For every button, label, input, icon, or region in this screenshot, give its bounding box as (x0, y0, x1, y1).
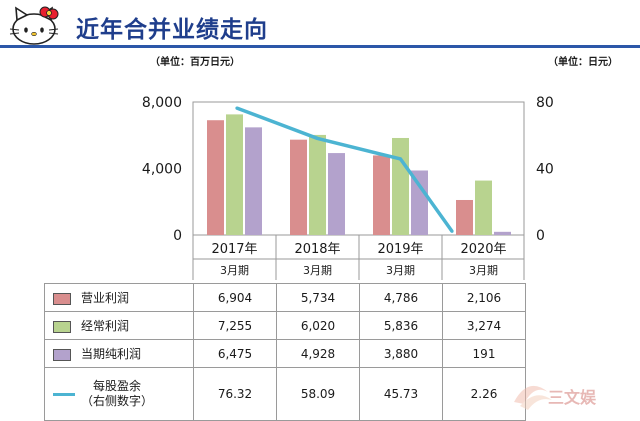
x-tick-sublabel: 3月期 (220, 264, 249, 277)
bar (373, 155, 390, 235)
eps-point (398, 157, 403, 161)
bar (411, 170, 428, 235)
header: 近年合并业绩走向 (0, 0, 640, 46)
legend-swatch (53, 348, 71, 361)
header-divider (0, 45, 640, 48)
x-tick-sublabel: 3月期 (469, 264, 498, 277)
bar (309, 134, 326, 235)
legend-swatch (53, 320, 71, 333)
data-label: 2.26 (442, 367, 526, 421)
x-tick-label: 2019年 (377, 242, 423, 257)
data-label: 6,020 (276, 311, 360, 340)
watermark-text: 三文娱 (548, 388, 597, 407)
series-name-line1: 每股盈余 (93, 379, 142, 393)
table-row: 经常利润 7,255 6,020 5,836 3,274 (44, 311, 526, 340)
left-axis-tick-label: 4,000 (142, 162, 182, 178)
bar (290, 139, 307, 235)
left-axis-tick-label: 8,000 (142, 95, 182, 111)
data-label: 5,836 (359, 311, 443, 340)
data-label: 5,734 (276, 283, 360, 312)
x-tick-sublabel: 3月期 (303, 264, 332, 277)
x-tick-sublabel: 3月期 (386, 264, 415, 277)
data-label: 191 (442, 339, 526, 368)
eps-point (315, 136, 320, 141)
data-label: 3,880 (359, 339, 443, 368)
table-row: 营业利润 6,904 5,734 4,786 2,106 (44, 283, 526, 312)
data-label: 3,274 (442, 311, 526, 340)
eps-line (236, 106, 454, 233)
data-label: 76.32 (193, 367, 277, 421)
bar (207, 120, 224, 235)
left-axis-tick-label: 0 (173, 228, 182, 244)
data-label: 7,255 (193, 311, 277, 340)
bar (245, 127, 262, 235)
data-label: 6,904 (193, 283, 277, 312)
data-label: 6,475 (193, 339, 277, 368)
data-label: 4,928 (276, 339, 360, 368)
right-unit-label: （单位：日元） (548, 57, 618, 68)
x-tick-label: 2017年 (211, 242, 257, 257)
series-name: 当期纯利润 (81, 347, 142, 361)
series-name: 营业利润 (81, 291, 130, 305)
eps-point (450, 229, 454, 233)
table-row: 每股盈余 （右侧数字） 76.32 58.09 45.73 2.26 (44, 367, 526, 421)
bar (475, 180, 492, 235)
bar (328, 153, 345, 235)
right-axis-tick-label: 80 (536, 95, 554, 111)
hello-kitty-logo (8, 2, 60, 46)
legend-line-swatch (53, 392, 75, 396)
series-name-line2: （右侧数字） (81, 394, 154, 408)
series-name: 经常利润 (81, 319, 130, 333)
watermark-logo (508, 374, 634, 414)
series-label-cell: 当期纯利润 (44, 339, 194, 368)
right-axis-tick-label: 0 (536, 228, 545, 244)
data-label: 4,786 (359, 283, 443, 312)
data-label: 58.09 (276, 367, 360, 421)
legend-swatch (53, 292, 71, 305)
bar (226, 114, 243, 235)
bar (494, 231, 511, 235)
data-label: 2,106 (442, 283, 526, 312)
data-table: 营业利润 6,904 5,734 4,786 2,106 经常利润 7,255 6,020 5,… (44, 283, 526, 421)
bar (456, 199, 473, 235)
series-label-cell: 营业利润 (44, 283, 194, 312)
left-unit-label: （单位：百万日元） (150, 57, 240, 68)
x-tick-label: 2018年 (294, 242, 340, 257)
page-title: 近年合并业绩走向 (76, 17, 268, 43)
data-label: 45.73 (359, 367, 443, 421)
table-row: 当期纯利润 6,475 4,928 3,880 191 (44, 339, 526, 368)
eps-point (235, 106, 239, 110)
x-tick-label: 2020年 (460, 242, 506, 257)
series-label-cell: 每股盈余 （右侧数字） (44, 367, 194, 421)
series-name: 每股盈余 （右侧数字） (81, 379, 153, 409)
series-label-cell: 经常利润 (44, 311, 194, 340)
bar (392, 137, 409, 235)
combo-chart: 8,000 4,000 0 80 40 0 2017年 3月期 2018年 3月期 2019年 3月期… (142, 95, 554, 280)
right-axis-tick-label: 40 (536, 162, 554, 178)
